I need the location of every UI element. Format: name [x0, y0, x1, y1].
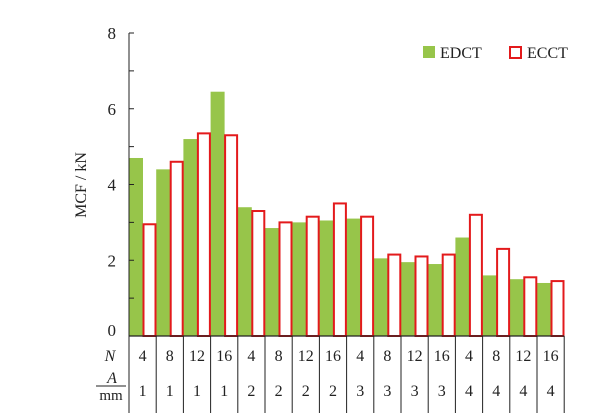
category-a-label: 4: [547, 383, 555, 400]
bar-edct: [183, 139, 198, 336]
y-tick-label: 8: [108, 24, 117, 43]
category-n-label: 16: [325, 348, 341, 365]
category-a-label: 2: [302, 383, 310, 400]
bar-edct: [210, 91, 225, 336]
category-a-label: 4: [465, 383, 473, 400]
bar-ecct: [414, 255, 429, 337]
bar-edct: [292, 222, 307, 336]
category-a-label: 1: [166, 383, 174, 400]
category-a-label: 1: [139, 383, 147, 400]
bar-edct: [129, 157, 143, 336]
bar-ecct: [550, 280, 565, 337]
category-n-label: 16: [434, 348, 450, 365]
category-n-label: 8: [166, 348, 174, 365]
bar-edct: [237, 207, 252, 336]
bar-edct: [509, 279, 524, 336]
legend-label-edct: EDCT: [440, 45, 482, 62]
category-n-label: 16: [543, 348, 559, 365]
category-a-label: 4: [492, 383, 500, 400]
bar-edct: [346, 218, 361, 336]
y-tick-label: 2: [108, 251, 117, 270]
row-label-unit: mm: [99, 388, 123, 404]
category-a-label: 3: [438, 383, 446, 400]
bar-ecct: [496, 247, 511, 337]
row-label-a: A: [106, 370, 117, 387]
category-a-label: 2: [247, 383, 255, 400]
category-n-label: 8: [275, 348, 283, 365]
bar-ecct: [387, 253, 402, 338]
category-n-label: 8: [383, 348, 391, 365]
bar-ecct: [142, 223, 157, 337]
category-n-label: 12: [298, 348, 314, 365]
bar-ecct: [332, 202, 347, 337]
category-a-label: 2: [329, 383, 337, 400]
bar-edct: [455, 237, 470, 336]
legend-swatch-edct: [423, 46, 435, 58]
bar-ecct: [169, 160, 184, 337]
bar-ecct: [305, 215, 320, 338]
bar-ecct: [196, 132, 211, 337]
category-a-label: 3: [356, 383, 364, 400]
category-n-label: 4: [247, 348, 255, 365]
legend-swatch-ecct: [509, 46, 522, 59]
category-n-label: 4: [465, 348, 473, 365]
category-n-label: 12: [515, 348, 531, 365]
y-tick-label: 4: [108, 176, 117, 195]
bar-ecct: [224, 134, 239, 337]
bar-ecct: [278, 221, 293, 337]
category-a-label: 1: [193, 383, 201, 400]
bar-edct: [319, 220, 334, 336]
bar-edct: [373, 258, 388, 336]
category-n-label: 12: [189, 348, 205, 365]
category-a-label: 1: [220, 383, 228, 400]
bar-ecct: [441, 253, 456, 338]
bar-ecct: [251, 210, 266, 337]
y-tick-label: 6: [108, 100, 117, 119]
category-n-label: 12: [407, 348, 423, 365]
bar-ecct: [523, 276, 538, 338]
bar-edct: [401, 262, 415, 336]
bar-edct: [156, 169, 171, 336]
category-a-label: 3: [411, 383, 419, 400]
category-n-label: 4: [139, 348, 147, 365]
bar-ecct: [468, 213, 483, 337]
category-a-label: 2: [275, 383, 283, 400]
category-n-label: 8: [492, 348, 500, 365]
row-label-n: N: [104, 348, 117, 365]
bar-edct: [537, 282, 551, 336]
category-n-label: 4: [356, 348, 364, 365]
y-axis-label: MCF / kN: [73, 152, 90, 218]
category-n-label: 16: [216, 348, 232, 365]
category-a-label: 4: [519, 383, 527, 400]
bar-edct: [428, 264, 443, 336]
y-tick-label: 0: [108, 321, 117, 340]
legend-label-ecct: ECCT: [527, 45, 568, 62]
bar-edct: [482, 275, 497, 336]
category-a-label: 3: [383, 383, 391, 400]
bar-edct: [265, 228, 279, 336]
bar-ecct: [360, 215, 375, 338]
